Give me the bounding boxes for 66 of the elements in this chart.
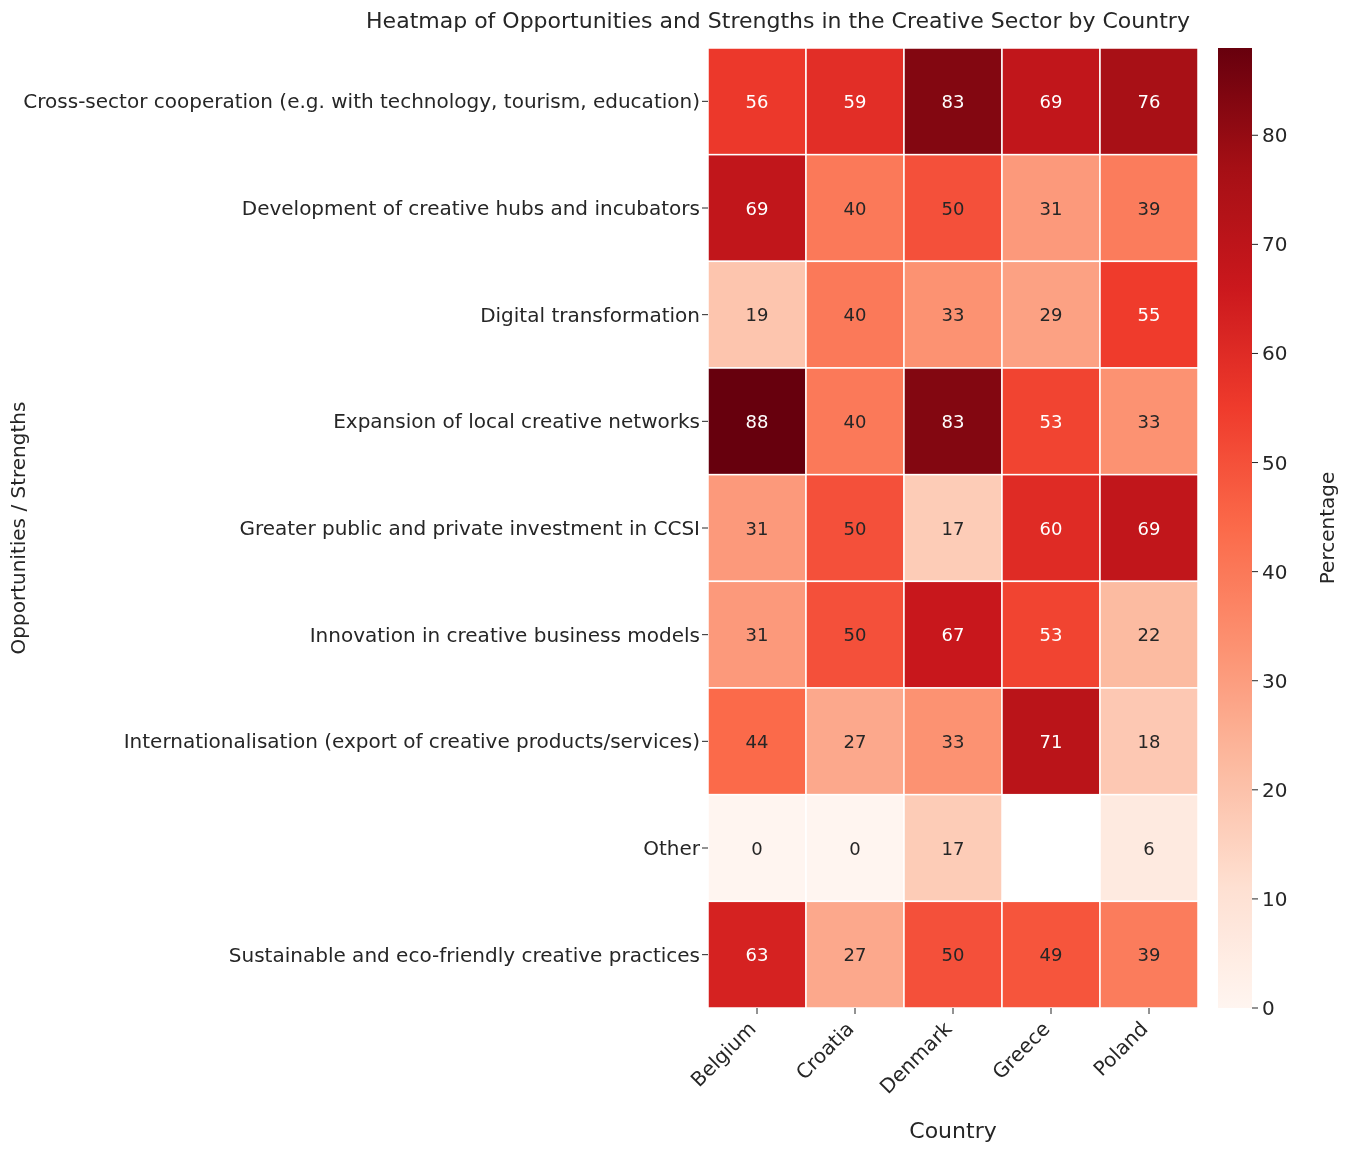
data-label: 6	[1143, 837, 1155, 859]
data-label: 39	[1137, 944, 1161, 966]
color-bar-label: 80	[1262, 123, 1288, 148]
data-label: 69	[1137, 517, 1161, 539]
color-bar-label: 30	[1262, 668, 1288, 693]
data-label: 40	[843, 410, 867, 432]
data-label: 18	[1137, 730, 1161, 752]
y-tick-label: Sustainable and eco-friendly creative practices	[228, 942, 700, 967]
data-label: 40	[843, 304, 867, 326]
data-label: 71	[1039, 730, 1063, 752]
data-label: 55	[1137, 304, 1161, 326]
data-label: 53	[1039, 624, 1063, 646]
y-tick-label: Expansion of local creative networks	[333, 409, 700, 434]
data-label: 69	[1039, 90, 1063, 112]
data-label: 22	[1137, 624, 1161, 646]
data-label: 0	[751, 837, 763, 859]
data-label: 56	[745, 90, 769, 112]
data-label: 17	[941, 517, 965, 539]
data-label: 83	[941, 410, 965, 432]
data-label: 19	[745, 304, 769, 326]
data-label: 40	[843, 197, 867, 219]
color-bar-label: 40	[1262, 559, 1288, 584]
data-label: 63	[745, 944, 769, 966]
data-label: 88	[745, 410, 769, 432]
y-tick-label: Other	[643, 836, 701, 861]
data-label: 83	[941, 90, 965, 112]
y-axis-title: Opportunities / Strengths	[6, 401, 31, 655]
color-bar-label: 0	[1262, 996, 1275, 1020]
y-tick-label: Cross-sector cooperation (e.g. with technology, tourism, education)	[23, 89, 700, 114]
x-axis-title: Country	[909, 1118, 997, 1143]
color-bar-label: 50	[1262, 450, 1288, 475]
color-bar-title: Percentage	[1315, 471, 1339, 585]
data-label: 44	[745, 730, 769, 752]
data-label: 29	[1039, 304, 1063, 326]
data-label: 67	[941, 624, 965, 646]
y-tick-label: Development of creative hubs and incubators	[241, 196, 700, 221]
color-bar-label: 60	[1262, 341, 1288, 366]
data-label: 50	[941, 197, 965, 219]
data-label: 0	[849, 837, 861, 859]
data-label: 27	[843, 944, 867, 966]
data-label: 33	[941, 730, 965, 752]
y-tick-label: Innovation in creative business models	[309, 622, 700, 647]
y-tick-label: Greater public and private investment in CCSI	[239, 516, 700, 541]
data-label: 76	[1137, 90, 1161, 112]
chart-title: Heatmap of Opportunities and Strengths in the Creative Sector by Country	[365, 8, 1191, 33]
data-label: 39	[1137, 197, 1161, 219]
color-bar-label: 20	[1262, 777, 1288, 802]
color-bar-label: 70	[1262, 232, 1288, 257]
data-label: 31	[745, 624, 769, 646]
data-label: 69	[745, 197, 769, 219]
data-label: 50	[843, 517, 867, 539]
y-tick-label: Digital transformation	[480, 302, 700, 327]
data-label: 31	[1039, 197, 1063, 219]
data-label: 50	[843, 624, 867, 646]
data-label: 33	[941, 304, 965, 326]
data-label: 33	[1137, 410, 1161, 432]
data-label: 59	[843, 90, 867, 112]
data-label: 17	[941, 837, 965, 859]
data-label: 53	[1039, 410, 1063, 432]
data-label: 31	[745, 517, 769, 539]
y-tick-label: Internationalisation (export of creative products/services)	[123, 729, 700, 754]
data-label: 49	[1039, 944, 1063, 966]
data-label: 50	[941, 944, 965, 966]
data-label: 27	[843, 730, 867, 752]
data-label: 60	[1039, 517, 1063, 539]
color-bar-label: 10	[1262, 886, 1288, 911]
